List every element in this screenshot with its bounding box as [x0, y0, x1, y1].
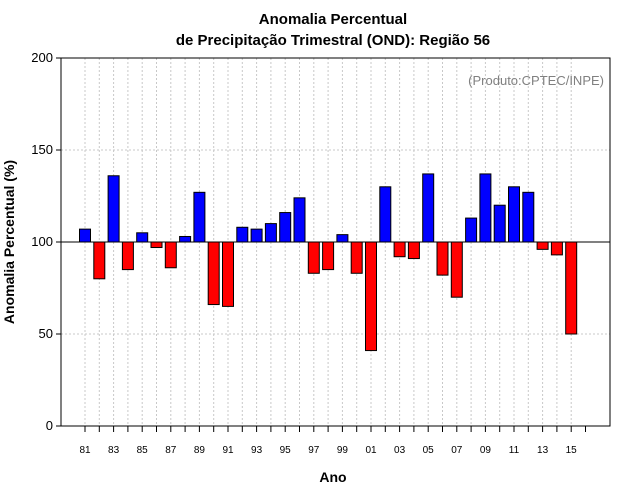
bar-99: [336, 234, 349, 243]
y-tick-label: 100: [31, 234, 53, 249]
bar-93: [250, 228, 263, 243]
x-tick-label: 81: [79, 445, 91, 456]
bar-84: [121, 241, 134, 271]
x-tick-label: 97: [308, 445, 320, 456]
y-axis: 0 50 100 150 200: [31, 50, 61, 433]
chart-title-line1: Anomalia Percentual: [259, 11, 407, 28]
bar-81: [79, 228, 91, 243]
bar-03: [393, 241, 406, 258]
x-tick-label: 05: [423, 445, 435, 456]
bar-12: [522, 191, 535, 243]
bar-96: [293, 197, 306, 243]
y-tick-label: 200: [31, 50, 53, 65]
bar-00: [350, 241, 363, 274]
x-tick-label: 89: [194, 445, 206, 456]
credit-label: (Produto:CPTEC/INPE): [468, 73, 604, 88]
bar-91: [222, 241, 234, 307]
bar-06: [436, 241, 449, 276]
bar-82: [93, 241, 106, 280]
x-tick-label: 85: [137, 445, 149, 456]
bar-89: [193, 191, 206, 243]
bar-85: [136, 232, 149, 243]
y-tick-label: 0: [46, 418, 53, 433]
bar-97: [307, 241, 320, 274]
x-axis: 81 83 85 87 89 91 93 95 97 99 01 03 05 07 09 11 13 15: [79, 426, 586, 456]
x-tick-label: 07: [451, 445, 463, 456]
x-tick-label: 01: [365, 445, 377, 456]
x-tick-label: 13: [537, 445, 549, 456]
bar-86: [150, 241, 163, 249]
x-tick-label: 99: [337, 445, 349, 456]
x-tick-label: 95: [280, 445, 292, 456]
bar-87: [164, 241, 177, 269]
x-axis-label: Ano: [319, 469, 346, 485]
bar-15: [565, 241, 578, 335]
bar-94: [264, 223, 277, 243]
y-tick-label: 150: [31, 142, 53, 157]
bar-02: [379, 186, 392, 243]
bar-11: [508, 186, 520, 243]
bar-13: [536, 241, 549, 250]
bar-09: [479, 173, 492, 243]
x-tick-label: 87: [165, 445, 177, 456]
bar-95: [279, 212, 292, 243]
bar-90: [207, 241, 220, 306]
bar-10: [493, 204, 506, 243]
bar-92: [236, 226, 249, 243]
bar-07: [450, 241, 463, 298]
bar-04: [407, 241, 420, 260]
x-tick-label: 93: [251, 445, 263, 456]
y-tick-label: 50: [39, 326, 53, 341]
bar-08: [465, 217, 478, 243]
bar-01: [365, 241, 377, 352]
x-tick-label: 11: [509, 445, 520, 456]
bar-98: [322, 241, 335, 271]
bar-83: [107, 175, 120, 243]
x-tick-label: 83: [108, 445, 120, 456]
chart-title-line2: de Precipitação Trimestral (OND): Região…: [176, 32, 490, 49]
bar-05: [422, 173, 435, 243]
bar-88: [179, 235, 192, 243]
x-tick-label: 03: [394, 445, 406, 456]
x-tick-label: 15: [566, 445, 578, 456]
x-tick-label: 09: [480, 445, 492, 456]
x-tick-label: 91: [222, 445, 234, 456]
bar-14: [550, 241, 563, 256]
y-axis-label: Anomalia Percentual (%): [1, 160, 17, 324]
